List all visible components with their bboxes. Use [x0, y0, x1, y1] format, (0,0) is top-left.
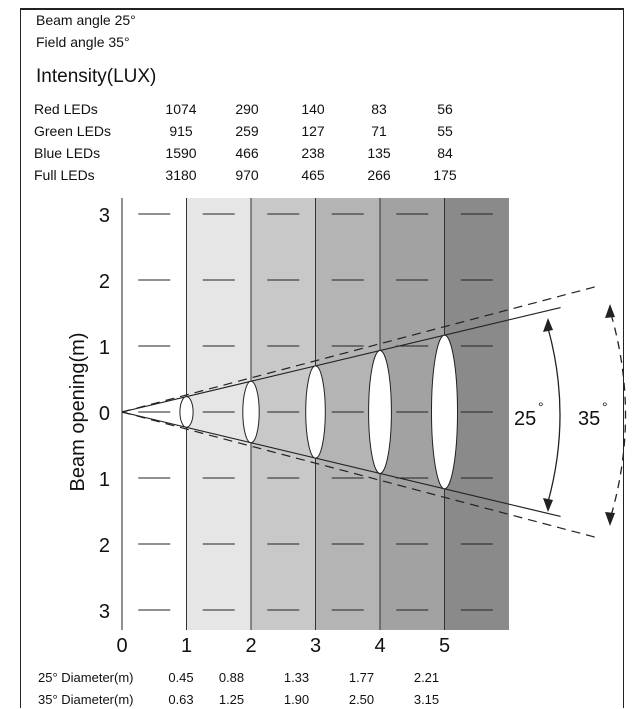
cell: 83 [371, 101, 387, 117]
field-angle-text: Field angle 35° [36, 34, 130, 50]
x-tick-label: 1 [181, 635, 192, 657]
cell: 71 [371, 123, 387, 139]
row-label: Blue LEDs [34, 145, 101, 161]
y-tick-label: 1 [99, 337, 110, 359]
y-tick-label: 0 [99, 403, 110, 425]
cell: 290 [235, 101, 259, 117]
cell: 1590 [165, 145, 197, 161]
arrow-head-icon [543, 318, 553, 332]
intensity-title: Intensity(LUX) [36, 66, 157, 87]
table-row: Blue LEDs 1590 466 238 135 84 [34, 142, 478, 164]
beam-cross-section [242, 380, 260, 444]
cell: 915 [169, 123, 193, 139]
field-diameter-value: 3.15 [413, 692, 440, 707]
field-diameter-value: 2.50 [348, 692, 375, 707]
y-tick-label: 1 [99, 469, 110, 491]
beam-cross-section [431, 334, 458, 490]
field-diameter-label: 35° Diameter(m) [38, 692, 134, 707]
arrow-head-icon [543, 498, 553, 512]
cell: 127 [301, 123, 325, 139]
beam-angle-label: 25 [514, 408, 536, 430]
beam-cross-section [368, 350, 392, 474]
beam-cross-section [305, 365, 326, 459]
row-label: Green LEDs [34, 123, 112, 139]
cell: 465 [301, 167, 325, 183]
beam-edge-upper [121, 306, 561, 413]
beam-edge-lower [121, 411, 561, 518]
beam-cross-section [179, 396, 194, 428]
beam-diameter-value: 1.77 [348, 670, 375, 685]
cell: 140 [301, 101, 325, 117]
y-tick-label: 2 [99, 271, 110, 293]
y-axis-label: Beam opening(m) [67, 333, 89, 492]
x-tick-label: 5 [439, 635, 450, 657]
field-diameter-value: 0.63 [168, 692, 194, 707]
cell: 84 [437, 145, 453, 161]
beam-diameter-label: 25° Diameter(m) [38, 670, 134, 685]
field-diameter-value: 1.90 [283, 692, 310, 707]
beam-diameter-value: 2.21 [413, 670, 440, 685]
row-label: Red LEDs [34, 101, 98, 117]
table-row: Green LEDs 915 259 127 71 55 [34, 120, 478, 142]
x-tick-label: 3 [310, 635, 321, 657]
document-frame [20, 8, 624, 708]
table-row: Full LEDs 3180 970 465 266 175 [34, 164, 478, 186]
cell: 259 [235, 123, 259, 139]
cell: 3180 [165, 167, 197, 183]
y-tick-label: 3 [99, 601, 110, 623]
field-diameter-row: 35° Diameter(m) 0.63 1.25 1.90 2.50 3.15 [38, 692, 459, 707]
beam-angle-arc [547, 327, 561, 503]
field-diameter-value: 1.25 [218, 692, 245, 707]
cell: 466 [235, 145, 259, 161]
beam-diameter-value: 0.88 [218, 670, 245, 685]
y-tick-label: 3 [99, 205, 110, 227]
cell: 1074 [165, 101, 197, 117]
field-edge-lower [121, 411, 600, 539]
cell: 135 [367, 145, 391, 161]
beam-diameter-value: 1.33 [283, 670, 310, 685]
table-row: Red LEDs 1074 290 140 83 56 [34, 98, 478, 120]
distance-band [186, 198, 251, 630]
x-tick-label: 2 [245, 635, 256, 657]
arrow-head-icon [605, 512, 615, 526]
degree-symbol: ° [538, 399, 544, 415]
field-angle-arc [610, 313, 627, 517]
y-tick-label: 2 [99, 535, 110, 557]
cell: 266 [367, 167, 391, 183]
arrow-head-icon [605, 304, 615, 318]
cell: 970 [235, 167, 259, 183]
cell: 55 [437, 123, 453, 139]
x-tick-label: 4 [374, 635, 385, 657]
x-tick-label: 0 [116, 635, 127, 657]
beam-angle-text: Beam angle 25° [36, 12, 136, 28]
cell: 238 [301, 145, 325, 161]
row-label: Full LEDs [34, 167, 95, 183]
beam-diameter-row: 25° Diameter(m) 0.45 0.88 1.33 1.77 2.21 [38, 670, 459, 685]
cell: 175 [433, 167, 457, 183]
intensity-table: Red LEDs 1074 290 140 83 56 Green LEDs 9… [34, 98, 478, 186]
cell: 56 [437, 101, 453, 117]
degree-symbol: ° [602, 399, 608, 415]
beam-diameter-value: 0.45 [168, 670, 194, 685]
distance-band [251, 198, 316, 630]
field-edge-upper [121, 285, 600, 413]
field-angle-label: 35 [578, 408, 600, 430]
